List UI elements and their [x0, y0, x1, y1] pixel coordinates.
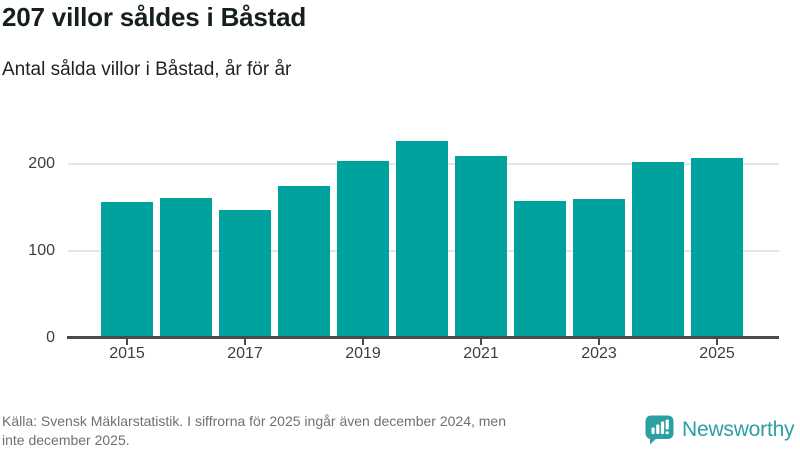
x-tick-label-2025: 2025 [699, 345, 735, 362]
bar-2019 [337, 161, 389, 338]
chart-subtitle: Antal sålda villor i Båstad, år för år [2, 59, 292, 80]
y-tick-label-200: 200 [28, 155, 55, 172]
bar-2016 [160, 197, 212, 338]
bar-2023 [573, 198, 625, 338]
newsworthy-logo-text: Newsworthy [682, 418, 795, 441]
x-tick-label-2017: 2017 [227, 345, 263, 362]
y-tick-label-100: 100 [28, 242, 55, 259]
x-tick-label-2021: 2021 [463, 345, 499, 362]
bar-2017 [219, 210, 271, 338]
x-axis-tick-2017 [244, 338, 246, 345]
bar-2021 [455, 156, 507, 338]
x-axis-tick-2021 [480, 338, 482, 345]
page-title: 207 villor såldes i Båstad [2, 2, 307, 32]
x-axis-tick-2019 [362, 338, 364, 345]
source-line-1: Källa: Svensk Mäklarstatistik. I siffror… [2, 413, 506, 429]
bar-2024 [632, 162, 684, 338]
bar-chart: 0 100 200 2015 2017 2019 2021 2023 2025 [28, 141, 779, 362]
x-tick-label-2023: 2023 [581, 345, 617, 362]
source-note: Källa: Svensk Mäklarstatistik. I siffror… [2, 412, 642, 450]
x-axis-line [67, 336, 779, 339]
bar-2020 [396, 141, 448, 338]
newsworthy-logo[interactable]: Newsworthy [645, 414, 795, 446]
bar-2018 [278, 185, 330, 338]
x-tick-label-2015: 2015 [109, 345, 145, 362]
bar-2022 [514, 200, 566, 338]
x-axis-tick-2025 [716, 338, 718, 345]
x-tick-label-2019: 2019 [345, 345, 381, 362]
x-axis-tick-2015 [126, 338, 128, 345]
newsworthy-logo-icon [645, 415, 674, 445]
x-axis-tick-2023 [598, 338, 600, 345]
bar-2025 [691, 157, 743, 338]
y-tick-label-0: 0 [46, 329, 55, 346]
bar-2015 [101, 202, 153, 338]
source-line-2: inte december 2025. [2, 432, 130, 448]
